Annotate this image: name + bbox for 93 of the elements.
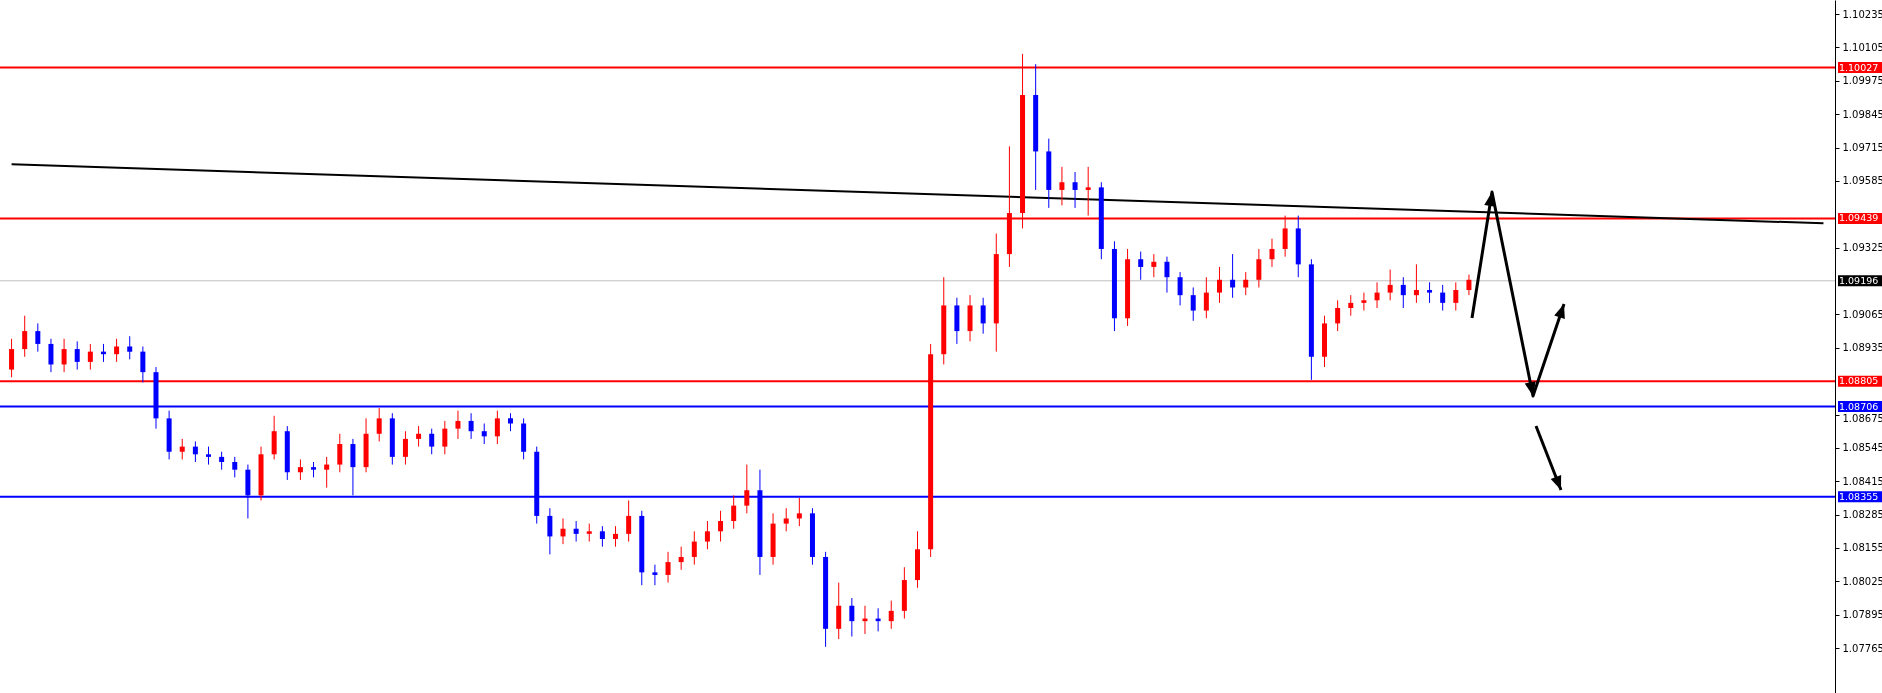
candlestick bbox=[1335, 299, 1341, 332]
ref-line-label: 1.08355 bbox=[1839, 490, 1879, 502]
candlestick bbox=[232, 456, 238, 478]
y-tick-label: 1.08675 bbox=[1842, 413, 1882, 425]
candlestick bbox=[1230, 253, 1236, 299]
candlestick bbox=[1440, 284, 1446, 312]
y-tick-label: 1.10105 bbox=[1842, 41, 1882, 53]
candlestick bbox=[61, 338, 67, 373]
candlestick bbox=[22, 315, 28, 358]
y-tick-label: 1.09715 bbox=[1842, 142, 1882, 154]
candlestick bbox=[1269, 238, 1275, 268]
y-tick-label: 1.07765 bbox=[1842, 642, 1882, 654]
ref-line-label: 1.09439 bbox=[1839, 212, 1879, 224]
candlestick bbox=[888, 600, 894, 630]
candlestick bbox=[599, 525, 605, 548]
candlestick bbox=[1466, 274, 1472, 296]
candlestick bbox=[468, 412, 474, 440]
candlestick bbox=[718, 510, 724, 543]
candlestick bbox=[35, 322, 41, 353]
y-tick-label: 1.09585 bbox=[1842, 175, 1882, 187]
candlestick bbox=[1256, 248, 1262, 288]
candlestick bbox=[836, 582, 842, 640]
candlestick bbox=[74, 340, 80, 371]
candlestick bbox=[1164, 256, 1170, 294]
y-tick-label: 1.08285 bbox=[1842, 509, 1882, 521]
candlestick bbox=[1453, 281, 1459, 312]
candlestick bbox=[691, 530, 697, 566]
y-tick-label: 1.09065 bbox=[1842, 308, 1882, 320]
candlestick bbox=[744, 464, 750, 514]
candlestick bbox=[1243, 271, 1249, 296]
candlestick bbox=[1151, 253, 1157, 278]
y-tick-label: 1.10235 bbox=[1842, 8, 1882, 20]
candlestick bbox=[271, 415, 277, 460]
candlestick bbox=[849, 597, 855, 638]
candlestick bbox=[652, 564, 658, 586]
candlestick bbox=[980, 297, 986, 335]
y-tick-label: 1.09975 bbox=[1842, 75, 1882, 87]
candlestick bbox=[481, 423, 487, 445]
candlestick bbox=[1361, 292, 1367, 312]
candlestick bbox=[731, 494, 737, 530]
candlestick bbox=[494, 410, 500, 445]
y-tick-label: 1.07895 bbox=[1842, 609, 1882, 621]
candlestick bbox=[297, 458, 303, 481]
candlestick bbox=[1072, 171, 1078, 209]
ref-line-label: 1.08706 bbox=[1839, 400, 1879, 412]
candlestick bbox=[192, 440, 198, 463]
y-tick-label: 1.09845 bbox=[1842, 108, 1882, 120]
ref-line-label: 1.10027 bbox=[1839, 61, 1879, 73]
candlestick bbox=[1216, 266, 1222, 304]
candlestick bbox=[416, 425, 422, 448]
candlestick bbox=[678, 546, 684, 571]
candlestick bbox=[442, 420, 448, 455]
candlestick bbox=[140, 346, 146, 383]
candlestick bbox=[1413, 263, 1419, 304]
candlestick bbox=[665, 551, 671, 584]
candlestick bbox=[1059, 166, 1065, 206]
candlestick bbox=[114, 338, 120, 363]
candlestick bbox=[1138, 251, 1144, 281]
y-tick-label: 1.08415 bbox=[1842, 475, 1882, 487]
candlestick bbox=[560, 517, 566, 545]
y-tick-label: 1.08025 bbox=[1842, 575, 1882, 587]
candlestick bbox=[337, 433, 343, 473]
candlestick bbox=[402, 430, 408, 466]
candlestick bbox=[1387, 269, 1393, 301]
candlestick bbox=[376, 407, 382, 442]
candlestick bbox=[783, 507, 789, 532]
candlestick bbox=[429, 428, 435, 455]
candlestick bbox=[127, 335, 133, 360]
candlestick bbox=[796, 497, 802, 527]
candlestick bbox=[1374, 281, 1380, 309]
candlestick bbox=[48, 338, 54, 373]
candlestick bbox=[1190, 286, 1196, 322]
candlestick bbox=[324, 456, 330, 489]
candlestick bbox=[704, 520, 710, 550]
y-tick-label: 1.09325 bbox=[1842, 242, 1882, 254]
candlestick bbox=[179, 438, 185, 460]
candlestick bbox=[547, 507, 553, 555]
ref-line-label: 1.08805 bbox=[1839, 375, 1879, 387]
candlestick bbox=[613, 525, 619, 548]
candlestick bbox=[1348, 294, 1354, 317]
candlestick bbox=[573, 520, 579, 543]
candlestick bbox=[1177, 271, 1183, 306]
candlestick bbox=[9, 338, 15, 378]
y-tick-label: 1.08155 bbox=[1842, 542, 1882, 554]
candlestick bbox=[626, 500, 632, 543]
y-tick-label: 1.08545 bbox=[1842, 442, 1882, 454]
candlestick bbox=[1203, 276, 1209, 319]
ref-line-label: 1.09196 bbox=[1839, 274, 1879, 286]
y-tick-label: 1.08935 bbox=[1842, 342, 1882, 354]
candlestick bbox=[455, 410, 461, 440]
candlestick bbox=[1427, 281, 1433, 304]
candlestick bbox=[1400, 276, 1406, 309]
candlestick bbox=[87, 343, 93, 371]
